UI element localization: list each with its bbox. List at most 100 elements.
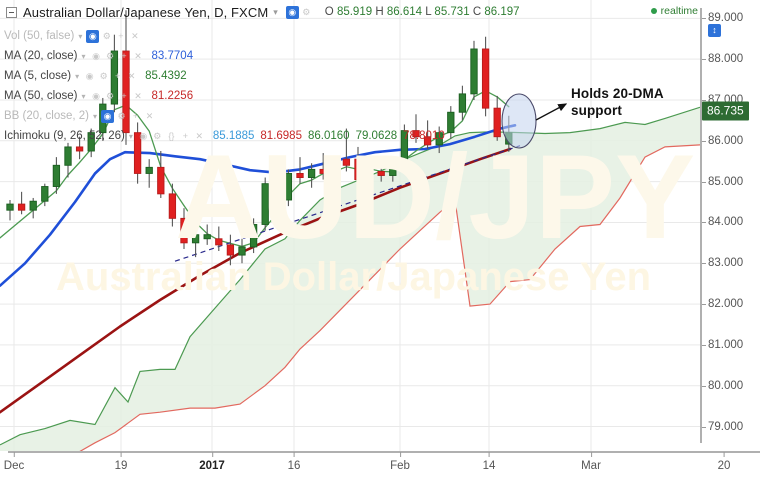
chevron-down-icon[interactable]: ▾ (75, 71, 80, 81)
legend-row-4[interactable]: BB (20, close, 2) ▾ ◉ ⚙ + ✕ (4, 106, 445, 126)
add-icon[interactable]: + (132, 110, 139, 121)
legend-value: 85.1885 (212, 130, 255, 142)
legend-values: 85.1885 81.6985 86.0160 79.0628 78.8010 (213, 130, 445, 142)
add-icon[interactable]: + (182, 130, 188, 141)
candle-18 (215, 238, 223, 246)
ohlc-h-label: H (375, 6, 384, 18)
candle-34 (400, 130, 409, 162)
page-title: Australian Dollar/Japanese Yen, D, FXCM (23, 4, 269, 20)
vertical-resize-icon[interactable]: ↕ (708, 24, 721, 37)
price-axis-tick: 84.000 (701, 216, 744, 229)
eye-icon[interactable]: ◉ (85, 70, 94, 81)
candle-3 (41, 186, 49, 202)
chevron-down-icon[interactable]: ▾ (78, 31, 83, 41)
candle-21 (249, 224, 258, 248)
add-icon[interactable]: + (118, 30, 124, 41)
ichimoku-cloud (0, 106, 700, 451)
close-icon[interactable]: ✕ (134, 90, 142, 101)
legend-row-2[interactable]: MA (5, close) ▾ ◉ ⚙ + ✕ 85.4392 (4, 66, 445, 86)
legend-row-1[interactable]: MA (20, close) ▾ ◉ ⚙ + ✕ 83.7704 (4, 46, 445, 66)
eye-icon[interactable]: ◉ (101, 109, 115, 123)
legend-indicator-name: MA (5, close) (4, 70, 72, 82)
legend-icon-group[interactable]: ◉ ⚙ + ✕ (83, 70, 138, 83)
legend-indicator-name: Ichimoku (9, 26, 52, 26) (4, 130, 125, 142)
current-price-badge: 86.735 (702, 101, 749, 121)
time-axis-tick: 16 (287, 452, 301, 472)
time-axis[interactable]: Dec 19 2017 16 Feb 14 Mar 20 (0, 451, 768, 479)
candle-9 (110, 50, 119, 105)
candle-1 (17, 203, 26, 211)
legend-icon-group[interactable]: ◉ ⚙ + ✕ (86, 29, 141, 43)
legend-row-0[interactable]: Vol (50, false) ▾ ◉ ⚙ + ✕ (4, 26, 445, 46)
gear-icon[interactable]: ⚙ (102, 30, 111, 41)
ohlc-o-label: O (324, 6, 334, 18)
braces-icon[interactable]: {} (168, 130, 175, 141)
chevron-down-icon[interactable]: ▾ (273, 6, 278, 17)
candle-39 (458, 93, 467, 113)
close-icon[interactable]: ✕ (134, 50, 142, 61)
close-icon[interactable]: ✕ (145, 110, 154, 121)
gear-icon[interactable]: ⚙ (105, 50, 115, 61)
close-icon[interactable]: ✕ (127, 70, 136, 81)
candle-20 (238, 246, 246, 256)
close-icon[interactable]: ✕ (195, 130, 204, 141)
eye-icon[interactable]: ◉ (139, 130, 148, 141)
eye-icon[interactable]: ◉ (86, 29, 100, 43)
candle-36 (423, 136, 432, 146)
legend-icon-group[interactable]: ◉ ⚙ + ✕ (101, 109, 156, 123)
annotation-line-1: Holds 20-DMA (571, 86, 664, 101)
gear-icon[interactable]: ⚙ (153, 130, 162, 141)
legend-value: 79.0628 (355, 130, 398, 142)
candlestick-series (6, 10, 513, 266)
header-icon-group[interactable]: ◉ ⚙ (285, 5, 313, 19)
candle-14 (168, 193, 177, 219)
price-axis-tick: 81.000 (701, 338, 744, 351)
add-icon[interactable]: + (121, 50, 127, 61)
status-dot-icon (650, 8, 657, 14)
candle-31 (365, 170, 374, 181)
legend-value: 81.6985 (260, 130, 302, 142)
ohlc-l-value: 85.731 (434, 6, 470, 18)
eye-icon[interactable]: ◉ (92, 90, 100, 101)
legend-icon-group[interactable]: ◉ ⚙ {} + ✕ (137, 130, 206, 143)
minus-box-icon[interactable] (6, 6, 17, 18)
price-axis[interactable]: ↕ 89.000 88.000 87.000 86.000 85.000 84.000 83… (700, 0, 768, 451)
candle-40 (470, 48, 478, 95)
add-icon[interactable]: + (114, 70, 121, 81)
gear-icon[interactable]: ⚙ (99, 70, 108, 81)
chevron-down-icon[interactable]: ▾ (81, 51, 86, 61)
gear-icon[interactable]: ⚙ (302, 6, 311, 17)
eye-icon[interactable]: ◉ (285, 5, 299, 19)
candle-25 (296, 173, 304, 178)
time-axis-tick: 20 (717, 452, 731, 472)
close-icon[interactable]: ✕ (131, 30, 139, 41)
legend-row-3[interactable]: MA (50, close) ▾ ◉ ⚙ + ✕ 81.2256 (4, 86, 445, 106)
dashed-trendline (174, 145, 521, 262)
price-axis-tick: 83.000 (701, 257, 744, 270)
annotation-arrow (535, 103, 568, 121)
ohlc-l-label: L (425, 6, 432, 18)
ma50-line (0, 147, 512, 414)
chevron-down-icon[interactable]: ▾ (128, 131, 133, 141)
candle-42 (493, 107, 501, 138)
candle-5 (64, 146, 72, 166)
chevron-down-icon[interactable]: ▾ (81, 91, 86, 101)
eye-icon[interactable]: ◉ (92, 50, 100, 61)
gear-icon[interactable]: ⚙ (105, 90, 115, 101)
price-axis-tick: 80.000 (701, 379, 744, 392)
chevron-down-icon[interactable]: ▾ (93, 111, 98, 121)
candle-12 (145, 166, 153, 174)
candle-6 (75, 146, 84, 152)
time-axis-tick: 19 (114, 452, 128, 472)
add-icon[interactable]: + (121, 90, 127, 101)
gear-icon[interactable]: ⚙ (117, 110, 126, 121)
legend-row-5[interactable]: Ichimoku (9, 26, 52, 26) ▾ ◉ ⚙ {} + ✕ 85.1885 81… (4, 126, 445, 146)
time-axis-tick: Mar (581, 452, 601, 472)
ohlc-readout: O 85.919 H 86.614 L 85.731 C 86.197 (325, 6, 520, 18)
legend-indicator-name: BB (20, close, 2) (4, 110, 90, 122)
annotation-text: Holds 20-DMA support (571, 85, 664, 119)
legend-icon-group[interactable]: ◉ ⚙ + ✕ (90, 90, 145, 103)
candle-29 (342, 158, 351, 166)
candle-27 (319, 168, 327, 174)
legend-icon-group[interactable]: ◉ ⚙ + ✕ (90, 50, 145, 63)
